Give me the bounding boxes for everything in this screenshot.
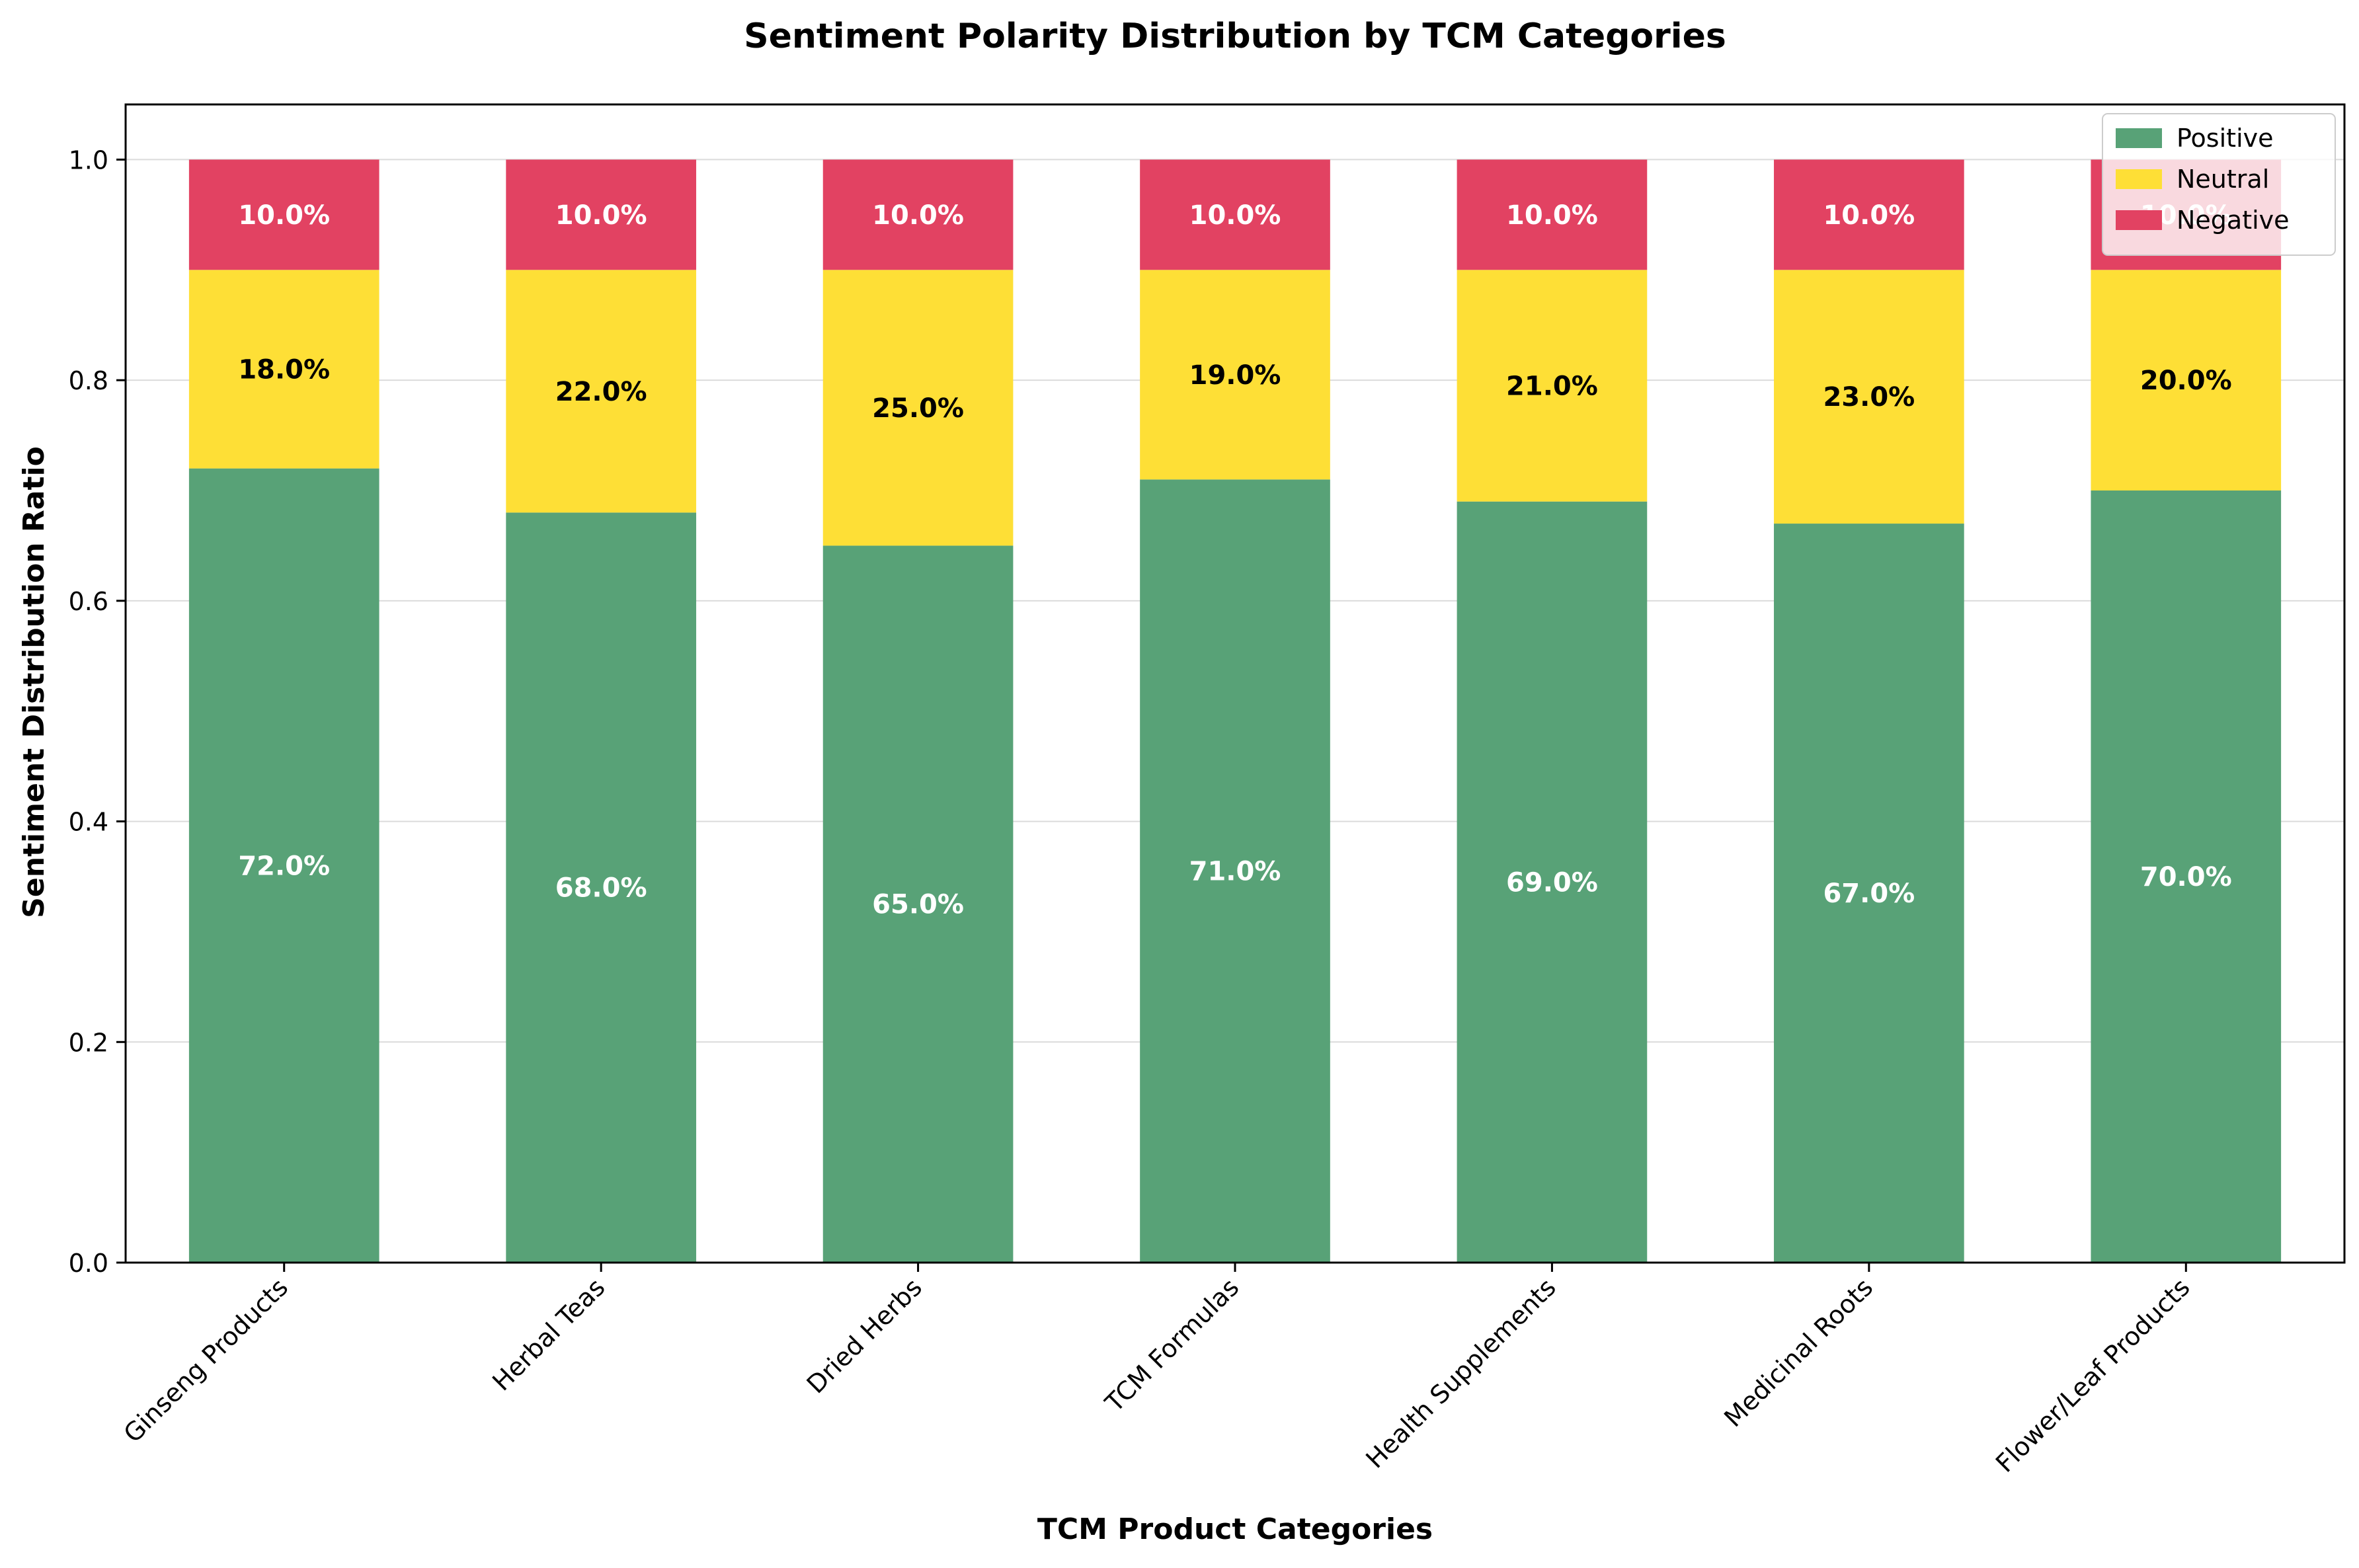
data-label: 68.0%	[555, 873, 647, 904]
chart-title: Sentiment Polarity Distribution by TCM C…	[744, 17, 1726, 56]
bar-neutral-5	[1774, 270, 1964, 524]
bar-neutral-1	[506, 270, 696, 513]
y-tick-label: 0.0	[69, 1249, 108, 1278]
legend-label: Neutral	[2177, 165, 2269, 194]
data-label: 10.0%	[1189, 200, 1281, 231]
bar-positive-3	[1140, 479, 1330, 1263]
bar-positive-6	[2091, 490, 2282, 1263]
y-tick-label: 0.6	[69, 587, 108, 616]
data-label: 10.0%	[555, 200, 647, 231]
x-axis-label: TCM Product Categories	[1037, 1512, 1433, 1546]
bars	[188, 159, 2282, 1263]
data-label: 21.0%	[1506, 371, 1598, 401]
bar-positive-2	[822, 545, 1014, 1263]
bar-neutral-0	[188, 270, 380, 469]
legend: Positive Neutral Negative	[2102, 113, 2336, 256]
data-label: 23.0%	[1823, 382, 1915, 412]
bar-neutral-6	[2091, 270, 2282, 490]
bar-negative-4	[1457, 159, 1648, 270]
legend-swatch-neutral	[2116, 169, 2162, 189]
bar-negative-5	[1774, 159, 1964, 270]
bar-negative-3	[1140, 159, 1330, 270]
data-label: 70.0%	[2140, 862, 2232, 892]
bar-negative-1	[506, 159, 696, 270]
y-tick-label: 0.4	[69, 808, 108, 837]
legend-swatch-negative	[2116, 210, 2162, 230]
data-label: 67.0%	[1823, 879, 1915, 909]
data-label: 10.0%	[1823, 200, 1915, 231]
bar-positive-5	[1774, 524, 1964, 1263]
data-label: 72.0%	[238, 851, 330, 881]
data-label: 10.0%	[872, 200, 964, 231]
data-label: 25.0%	[872, 393, 964, 424]
y-tick-label: 0.8	[69, 366, 108, 395]
legend-swatch-positive	[2116, 128, 2162, 148]
bar-negative-2	[822, 159, 1014, 270]
bar-neutral-2	[822, 270, 1014, 546]
bar-positive-1	[506, 512, 696, 1263]
data-label: 69.0%	[1506, 867, 1598, 898]
y-tick-label: 1.0	[69, 145, 108, 175]
data-label: 22.0%	[555, 377, 647, 407]
data-label: 71.0%	[1189, 857, 1281, 887]
data-label: 18.0%	[238, 354, 330, 385]
y-axis-label: Sentiment Distribution Ratio	[17, 446, 51, 918]
bar-positive-4	[1457, 501, 1648, 1263]
data-label: 20.0%	[2140, 366, 2232, 396]
bar-neutral-4	[1457, 270, 1648, 502]
data-label: 19.0%	[1189, 360, 1281, 391]
y-tick-label: 0.2	[69, 1028, 108, 1057]
bar-negative-0	[188, 159, 380, 270]
legend-label: Positive	[2177, 124, 2274, 153]
data-label: 65.0%	[872, 890, 964, 920]
data-label: 10.0%	[1506, 200, 1598, 231]
bar-neutral-3	[1140, 270, 1330, 480]
bar-positive-0	[188, 468, 380, 1263]
legend-label: Negative	[2177, 206, 2290, 235]
data-label: 10.0%	[238, 200, 330, 231]
